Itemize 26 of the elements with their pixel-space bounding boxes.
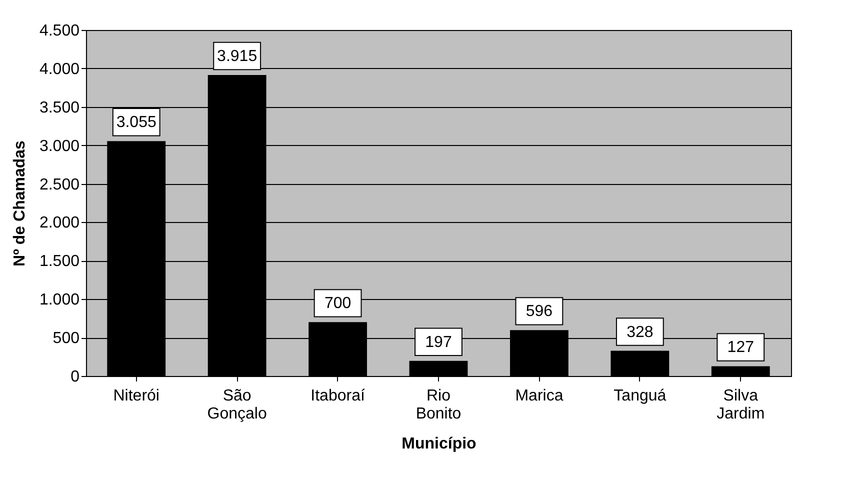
x-tick-label: Marica (515, 388, 564, 404)
x-axis-title: Município (402, 436, 477, 452)
data-label: 328 (626, 324, 654, 341)
data-label: 700 (324, 295, 352, 312)
y-axis-title: Nº de Chamadas (11, 140, 28, 266)
x-tick-label: São Gonçalo (207, 388, 267, 422)
data-label: 127 (727, 339, 754, 356)
data-label: 596 (526, 303, 553, 320)
y-tick-label: 3.000 (39, 138, 80, 155)
data-label: 3.055 (116, 114, 156, 132)
y-tick-label: 2.500 (39, 176, 80, 194)
data-label: 3.915 (217, 48, 258, 65)
y-tick-label: 1.000 (39, 292, 80, 309)
x-tick-label: Silva Jardim (716, 388, 765, 422)
x-tick-label: Rio Bonito (416, 388, 462, 422)
y-tick-label: 1.500 (39, 253, 80, 270)
y-tick-label: 3.500 (39, 99, 80, 116)
y-tick-label: 500 (52, 330, 80, 348)
data-label: 197 (425, 334, 452, 351)
y-tick-label: 0 (70, 368, 80, 386)
x-tick-label: Itaboraí (310, 388, 366, 404)
y-tick-label: 2.000 (39, 214, 80, 232)
y-tick-label: 4.500 (39, 22, 80, 40)
x-tick-label: Niterói (113, 388, 160, 404)
y-tick-label: 4.000 (39, 60, 80, 78)
x-tick-label: Tanguá (614, 388, 666, 404)
